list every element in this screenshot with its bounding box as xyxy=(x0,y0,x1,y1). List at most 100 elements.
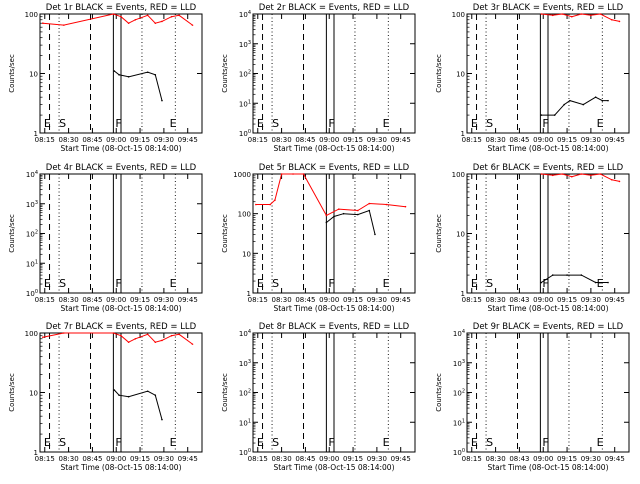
x-tick-label: 09:45 xyxy=(178,455,198,463)
x-tick-label: 08:15 xyxy=(462,136,482,144)
panel-title: Det 5r BLACK = Events, RED = LLD xyxy=(259,163,410,173)
series-point-lld xyxy=(63,24,65,26)
x-axis-label: Start Time (08-Oct-15 08:14:00) xyxy=(273,463,394,472)
series-point-lld xyxy=(611,178,613,181)
x-tick-label: 08:30 xyxy=(485,136,505,144)
series-point-lld xyxy=(154,341,157,344)
series-point-lld xyxy=(63,332,65,334)
series-point-lld xyxy=(146,14,149,17)
series-point-lld xyxy=(590,174,592,177)
y-axis-label: Counts/sec xyxy=(221,214,229,253)
flag-letter: F xyxy=(328,117,334,130)
series-point-lld xyxy=(368,202,371,205)
series-point-lld xyxy=(178,14,180,17)
y-tick-label: 100 xyxy=(453,448,465,457)
series-point-lld xyxy=(571,175,573,178)
flag-letter: E xyxy=(44,436,51,449)
x-tick-label: 09:15 xyxy=(557,136,577,144)
x-tick-label: 08:45 xyxy=(509,136,529,144)
y-tick-label: 103 xyxy=(239,359,251,368)
series-point-lld xyxy=(42,22,44,25)
flag-letter: F xyxy=(115,117,121,130)
series-point-lld xyxy=(127,341,130,344)
panel-title: Det 7r BLACK = Events, RED = LLD xyxy=(46,322,197,332)
series-point-events xyxy=(113,389,116,391)
series-point-events xyxy=(113,70,116,72)
x-tick-label: 08:30 xyxy=(271,455,291,463)
panel-title: Det 9r BLACK = Events, RED = LLD xyxy=(473,322,624,332)
series-point-events xyxy=(553,114,556,116)
flag-letter: F xyxy=(328,277,334,290)
series-point-lld xyxy=(618,180,621,183)
flag-letter: E xyxy=(597,117,604,130)
series-point-lld xyxy=(337,208,340,210)
series-point-lld xyxy=(112,332,115,334)
x-tick-label: 09:00 xyxy=(106,296,126,304)
x-tick-label: 08:30 xyxy=(58,136,78,144)
x-tick-label: 08:30 xyxy=(485,296,505,304)
y-tick-label: 100 xyxy=(238,211,251,219)
series-point-events xyxy=(601,99,604,102)
flag-letter: S xyxy=(272,436,279,449)
x-tick-label: 09:15 xyxy=(343,296,363,304)
y-tick-label: 103 xyxy=(26,200,38,209)
series-point-lld xyxy=(325,214,328,217)
y-tick-label: 102 xyxy=(239,70,251,79)
series-point-lld xyxy=(161,339,163,342)
panel-det-6: Det 6r BLACK = Events, RED = LLD 1 10 100 Co… xyxy=(435,163,630,313)
y-tick-label: 10 xyxy=(29,390,38,398)
y-tick-label: 10 xyxy=(456,71,465,79)
x-tick-label: 08:45 xyxy=(295,455,315,463)
series-point-lld xyxy=(255,203,257,206)
y-tick-label: 103 xyxy=(453,359,465,368)
y-tick-label: 104 xyxy=(239,329,251,338)
y-axis-label: Counts/sec xyxy=(8,373,16,412)
panel-det-3: Det 3r BLACK = Events, RED = LLD 1 10 100 Co… xyxy=(435,3,630,153)
x-tick-label: 09:15 xyxy=(343,455,363,463)
x-tick-label: 09:45 xyxy=(178,136,198,144)
flag-letter: F xyxy=(542,117,548,130)
x-tick-label: 09:30 xyxy=(581,136,601,144)
series-point-lld xyxy=(280,173,283,175)
y-tick-label: 1000 xyxy=(233,171,251,179)
series-point-events xyxy=(540,281,543,284)
series-point-events xyxy=(566,274,568,276)
flag-letter: E xyxy=(170,117,177,130)
y-tick-label: 102 xyxy=(239,389,251,398)
series-point-events xyxy=(161,99,163,102)
series-point-lld xyxy=(274,199,276,201)
x-tick-label: 09:00 xyxy=(533,296,553,304)
x-tick-label: 08:30 xyxy=(485,455,505,463)
flag-letter: F xyxy=(115,277,121,290)
series-point-events xyxy=(118,394,120,397)
series-point-lld xyxy=(540,173,543,175)
x-tick-label: 09:30 xyxy=(367,455,387,463)
x-tick-label: 09:15 xyxy=(130,296,150,304)
x-axis-label: Start Time (08-Oct-15 08:14:00) xyxy=(60,144,181,153)
series-point-events xyxy=(127,76,130,78)
panel-det-9: Det 9r BLACK = Events, RED = LLD 100 101 10… xyxy=(435,322,630,472)
y-tick-label: 100 xyxy=(25,330,38,338)
x-axis-label: Start Time (08-Oct-15 08:14:00) xyxy=(60,304,181,313)
series-point-events xyxy=(146,71,149,74)
y-axis-label: Counts/sec xyxy=(435,54,443,93)
series-point-lld xyxy=(540,13,543,15)
series-point-lld xyxy=(561,13,564,15)
flag-letter: S xyxy=(486,117,493,130)
series-point-events xyxy=(594,281,597,284)
flag-letter: S xyxy=(272,277,279,290)
flag-letter: E xyxy=(471,277,478,290)
panel-det-2: Det 2r BLACK = Events, RED = LLD 100 101 10… xyxy=(221,3,416,153)
series-point-events xyxy=(607,281,609,284)
x-tick-label: 09:45 xyxy=(605,296,625,304)
series-point-lld xyxy=(599,173,602,175)
y-tick-label: 10 xyxy=(456,231,465,239)
x-axis-label: Start Time (08-Oct-15 08:14:00) xyxy=(487,304,608,313)
x-tick-label: 09:45 xyxy=(391,296,411,304)
series-point-lld xyxy=(590,14,592,17)
x-tick-label: 09:30 xyxy=(367,136,387,144)
series-point-lld xyxy=(161,20,163,23)
x-tick-label: 09:30 xyxy=(154,455,174,463)
flag-letter: E xyxy=(471,436,478,449)
